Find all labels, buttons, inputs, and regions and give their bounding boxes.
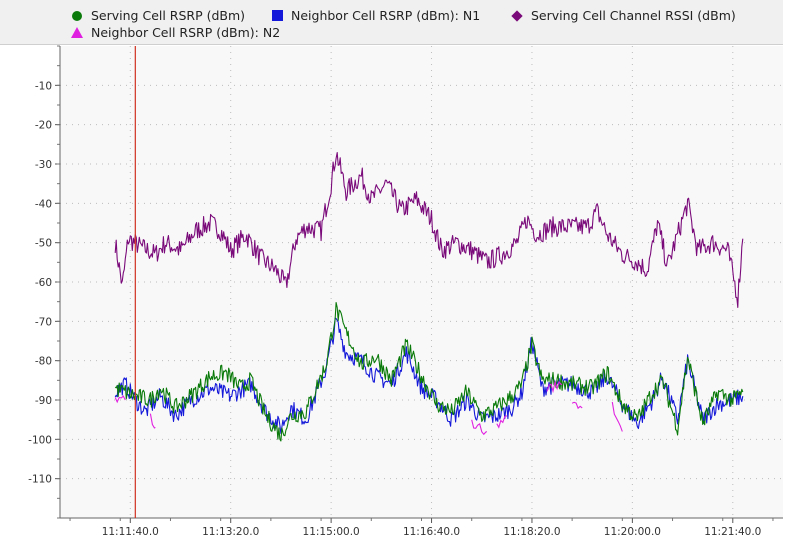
x-tick-label: 11:15:00.0: [303, 526, 360, 538]
x-tick-label: 11:13:20.0: [202, 526, 259, 538]
series-layer: [114, 152, 744, 442]
y-tick-label: -110: [28, 474, 52, 486]
series-segment: [546, 380, 563, 394]
series-line: [114, 301, 744, 442]
legend-item-neighbor-n2[interactable]: Neighbor Cell RSRP (dBm): N2: [70, 25, 280, 40]
series-serving-cell-rsrp-dbm: [114, 301, 744, 442]
y-tick-label: -100: [28, 434, 52, 446]
y-tick-label: -70: [35, 316, 52, 328]
legend-item-serving-rssi[interactable]: Serving Cell Channel RSSI (dBm): [510, 8, 736, 23]
grid: [60, 46, 783, 518]
legend-label: Neighbor Cell RSRP (dBm): N2: [91, 25, 281, 40]
series-segment: [571, 401, 583, 410]
y-tick-label: -10: [35, 80, 52, 92]
y-tick-label: -60: [35, 277, 52, 289]
x-tick-label: 11:16:40.0: [403, 526, 460, 538]
circle-icon: [70, 9, 84, 23]
series-segment: [611, 401, 623, 432]
series-segment: [496, 415, 508, 429]
legend-item-serving-rsrp[interactable]: Serving Cell RSRP (dBm): [70, 8, 245, 23]
series-serving-cell-channel-rssi-dbm: [114, 152, 744, 308]
y-tick-label: -50: [35, 238, 52, 250]
y-tick-label: -80: [35, 356, 52, 368]
legend-item-neighbor-n1[interactable]: Neighbor Cell RSRP (dBm): N1: [270, 8, 480, 23]
legend-label: Neighbor Cell RSRP (dBm): N1: [291, 8, 481, 23]
triangle-icon: [70, 26, 84, 40]
legend-label: Serving Cell Channel RSSI (dBm): [531, 8, 736, 23]
axes: -10 -20 -30 -40 -50 -60 -70 -80 -90 -100 -110 11:11…: [28, 45, 783, 538]
series-segment: [471, 419, 488, 436]
series-segment: [114, 395, 126, 404]
x-tick-label: 11:11:40.0: [102, 526, 159, 538]
y-tick-label: -40: [35, 198, 52, 210]
series-line: [114, 152, 744, 308]
y-tick-label: -90: [35, 395, 52, 407]
y-tick-label: -20: [35, 120, 52, 132]
chart-legend: Serving Cell RSRP (dBm) Neighbor Cell RS…: [0, 0, 783, 45]
x-tick-label: 11:18:20.0: [503, 526, 560, 538]
x-tick-label: 11:20:00.0: [604, 526, 661, 538]
y-tick-label: -30: [35, 159, 52, 171]
square-icon: [270, 9, 284, 23]
series-segment: [149, 413, 156, 429]
legend-label: Serving Cell RSRP (dBm): [91, 8, 246, 23]
series-neighbor-cell-rsrp-dbm-n2: [114, 380, 623, 436]
x-tick-label: 11:21:40.0: [704, 526, 761, 538]
